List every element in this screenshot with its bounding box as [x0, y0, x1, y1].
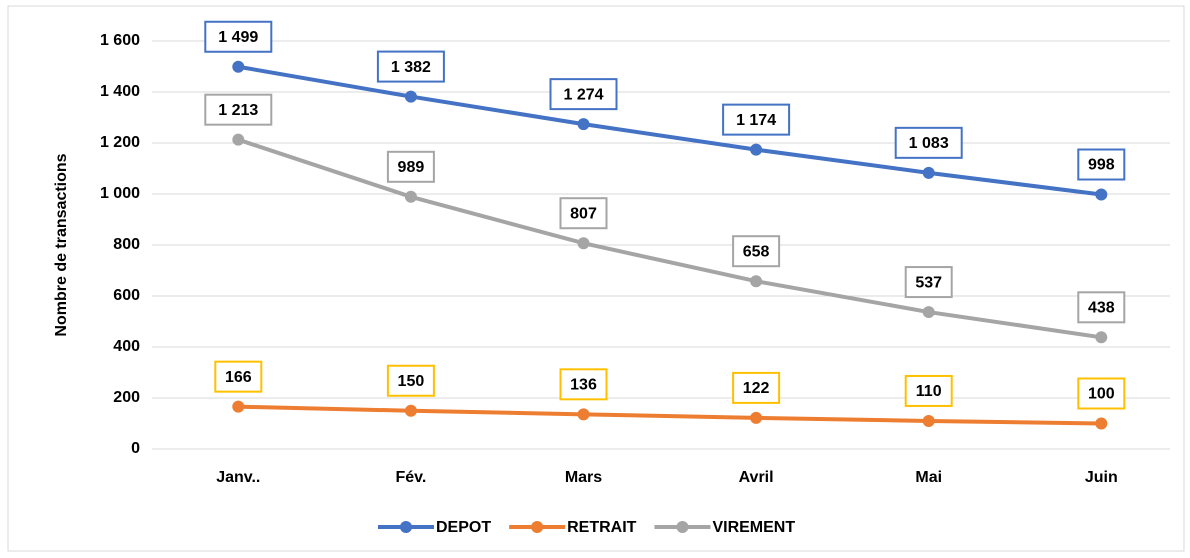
point	[750, 411, 763, 424]
point	[232, 133, 245, 146]
legend-marker	[676, 521, 689, 533]
point	[922, 414, 935, 427]
data-label-box	[722, 103, 791, 136]
y-tick-label: 800	[113, 236, 140, 253]
y-tick-label: 400	[113, 338, 140, 355]
data-label: 136	[570, 377, 597, 394]
data-label: 1 274	[563, 86, 603, 103]
point	[577, 118, 590, 131]
data-label: 658	[743, 243, 770, 260]
y-tick-label: 1 000	[100, 185, 140, 202]
data-label: 438	[1088, 300, 1115, 317]
data-label: 1 174	[736, 112, 776, 129]
point	[404, 90, 417, 103]
point	[577, 408, 590, 421]
point	[1095, 188, 1108, 201]
data-label-box	[214, 360, 263, 393]
data-label: 166	[225, 369, 252, 386]
data-label-box	[204, 93, 273, 126]
point	[750, 275, 763, 288]
y-tick-label: 0	[131, 440, 140, 457]
point	[404, 190, 417, 203]
point	[232, 400, 245, 413]
x-tick-label: Fév.	[395, 469, 426, 486]
legend-marker	[531, 521, 544, 533]
y-tick-label: 1 200	[100, 134, 140, 151]
point	[750, 143, 763, 156]
legend-label: VIREMENT	[712, 519, 795, 536]
data-label-box	[559, 368, 608, 401]
data-label-box	[549, 78, 618, 111]
series-line	[238, 404, 1102, 426]
point	[922, 166, 935, 179]
point	[232, 60, 245, 73]
series-line	[237, 137, 1102, 340]
x-tick-label: Juin	[1085, 469, 1118, 486]
data-label-box	[1077, 291, 1126, 324]
data-label-box	[732, 235, 781, 268]
data-label: 807	[570, 205, 597, 222]
data-label-box	[559, 197, 608, 230]
data-label-box	[386, 150, 435, 183]
data-label-box	[904, 374, 953, 407]
x-tick-label: Mai	[915, 469, 942, 486]
legend-label: DEPOT	[436, 519, 491, 536]
y-tick-label: 600	[113, 287, 140, 304]
point	[1095, 331, 1108, 344]
data-label: 110	[916, 383, 942, 400]
data-label-box	[732, 371, 781, 404]
x-tick-label: Avril	[739, 469, 774, 486]
data-label: 537	[915, 274, 942, 291]
data-label: 989	[398, 159, 425, 176]
data-label: 1 213	[218, 102, 258, 119]
x-tick-label: Janv..	[216, 469, 260, 486]
data-label: 1 382	[391, 59, 431, 76]
data-label-box	[386, 364, 435, 397]
series-line	[237, 64, 1102, 197]
data-label: 998	[1088, 157, 1115, 174]
data-label-box	[1077, 377, 1126, 410]
legend-marker	[400, 521, 412, 533]
data-label-box	[376, 50, 445, 83]
y-tick-label: 1 600	[100, 32, 140, 49]
point	[404, 404, 417, 417]
x-tick-label: Mars	[565, 469, 602, 486]
data-label: 1 499	[218, 29, 258, 46]
legend-label: RETRAIT	[567, 519, 637, 536]
data-label-box	[1077, 148, 1126, 181]
y-tick-label: 1 400	[100, 83, 140, 100]
y-tick-label: 200	[113, 389, 140, 406]
data-label-box	[904, 266, 953, 299]
data-label-box	[894, 126, 963, 159]
data-label: 100	[1088, 386, 1115, 403]
data-label: 150	[398, 373, 425, 390]
point	[1095, 417, 1108, 430]
data-label: 1 083	[909, 135, 949, 152]
point	[922, 306, 935, 319]
data-label: 122	[743, 380, 770, 397]
point	[577, 237, 590, 250]
y-axis-title: Nombre de transactions	[53, 153, 70, 336]
data-label-box	[204, 20, 273, 53]
